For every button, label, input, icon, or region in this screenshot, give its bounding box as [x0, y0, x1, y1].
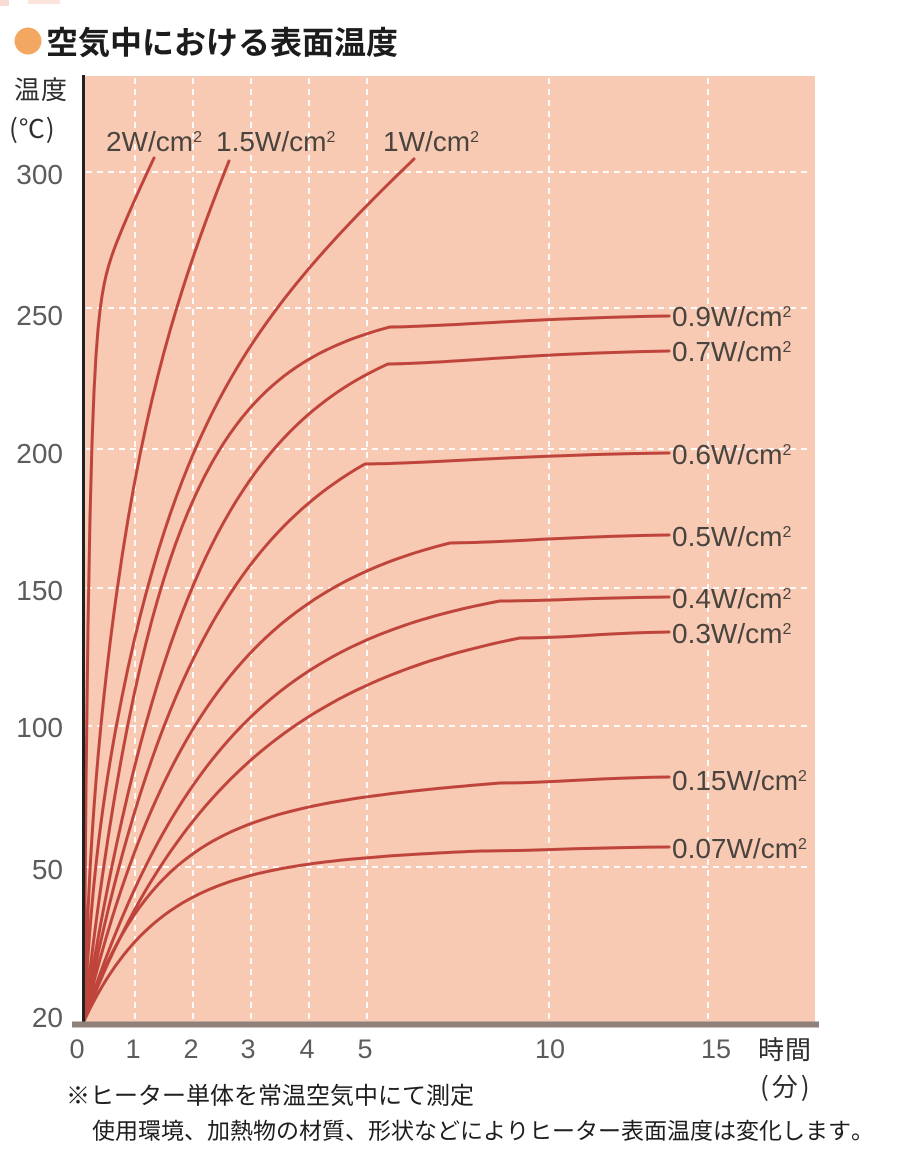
- svg-text:200: 200: [16, 438, 63, 469]
- svg-text:150: 150: [16, 575, 63, 606]
- svg-text:2: 2: [183, 1034, 198, 1064]
- svg-text:0.9W/cm2: 0.9W/cm2: [672, 301, 791, 332]
- svg-text:0.7W/cm2: 0.7W/cm2: [672, 336, 791, 367]
- svg-text:1: 1: [125, 1034, 140, 1064]
- svg-text:5: 5: [357, 1034, 372, 1064]
- svg-text:0.07W/cm2: 0.07W/cm2: [672, 833, 807, 864]
- svg-text:10: 10: [535, 1034, 565, 1064]
- svg-text:100: 100: [16, 712, 63, 743]
- svg-text:0: 0: [69, 1034, 84, 1064]
- svg-text:20: 20: [32, 1002, 63, 1033]
- svg-text:15: 15: [701, 1034, 731, 1064]
- svg-text:0.3W/cm2: 0.3W/cm2: [672, 618, 791, 649]
- svg-text:300: 300: [16, 159, 63, 190]
- svg-text:0.15W/cm2: 0.15W/cm2: [672, 765, 807, 796]
- svg-text:4: 4: [299, 1034, 314, 1064]
- svg-text:2W/cm2: 2W/cm2: [106, 126, 202, 157]
- svg-text:0.5W/cm2: 0.5W/cm2: [672, 521, 791, 552]
- svg-text:50: 50: [32, 854, 63, 885]
- svg-text:0.4W/cm2: 0.4W/cm2: [672, 583, 791, 614]
- svg-text:1.5W/cm2: 1.5W/cm2: [216, 126, 335, 157]
- svg-text:1W/cm2: 1W/cm2: [383, 126, 479, 157]
- svg-text:3: 3: [240, 1034, 255, 1064]
- svg-text:0.6W/cm2: 0.6W/cm2: [672, 439, 791, 470]
- svg-text:250: 250: [16, 300, 63, 331]
